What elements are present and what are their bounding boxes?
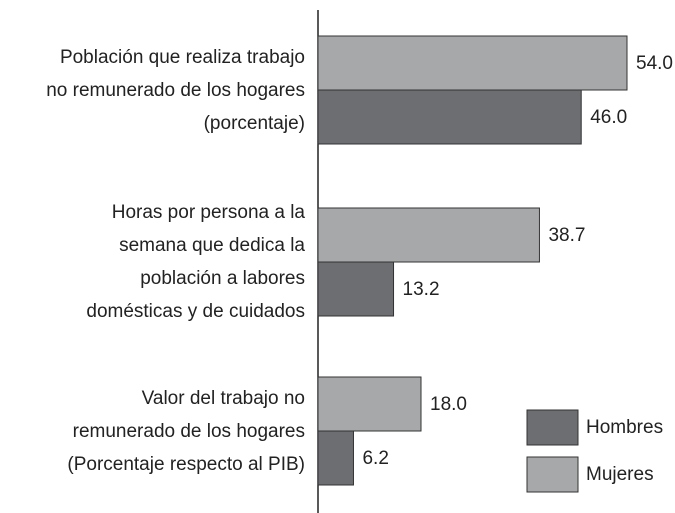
- bar: [317, 430, 354, 486]
- bar: [317, 89, 582, 145]
- category-label: Población que realiza trabajo no remuner…: [46, 46, 305, 134]
- value-label: 54.0: [636, 53, 673, 74]
- legend-label: Mujeres: [586, 464, 654, 485]
- legend-label: Hombres: [586, 417, 663, 438]
- category-label: Horas por persona a la semana que dedica…: [86, 202, 305, 322]
- legend-swatch: [526, 456, 579, 493]
- value-label: 13.2: [403, 279, 440, 300]
- bar: [317, 261, 395, 317]
- legend-swatch: [526, 409, 579, 446]
- value-label: 18.0: [430, 394, 467, 415]
- bar: [317, 35, 628, 91]
- bar: [317, 376, 422, 432]
- value-label: 6.2: [362, 448, 388, 469]
- category-label: Valor del trabajo no remunerado de los h…: [67, 387, 305, 475]
- value-label: 46.0: [590, 107, 627, 128]
- bar: [317, 207, 540, 263]
- value-label: 38.7: [548, 225, 585, 246]
